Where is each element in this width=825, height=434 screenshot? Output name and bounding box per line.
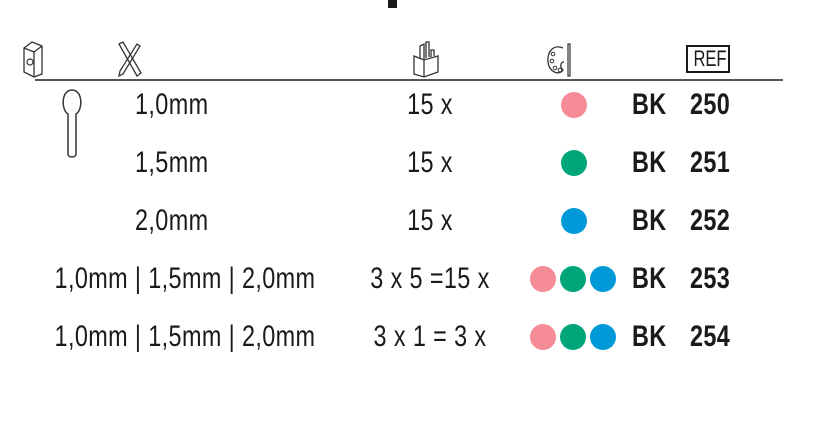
color-dot-blue: [590, 324, 616, 350]
row-size: 1,0mm: [135, 88, 209, 121]
row-quantity: 3 x 1 = 3 x: [373, 320, 487, 353]
row-quantity: 15 x: [407, 204, 453, 237]
spoon-tip-icon: [62, 89, 82, 158]
row-ref: 252: [690, 204, 731, 237]
row-ref: 250: [690, 88, 731, 121]
header-divider: [35, 79, 783, 81]
ref-icon: REF: [686, 45, 730, 73]
row-quantity: 3 x 5 =15 x: [370, 262, 490, 295]
color-dot-pink: [530, 324, 556, 350]
row-series: BK: [632, 320, 667, 353]
color-dot-pink: [561, 92, 587, 118]
row-series: BK: [632, 88, 667, 121]
row-series: BK: [632, 146, 667, 179]
row-quantity: 15 x: [407, 88, 453, 121]
row-series: BK: [632, 204, 667, 237]
top-mark: [388, 0, 397, 8]
row-series: BK: [632, 262, 667, 295]
row-ref: 253: [690, 262, 731, 295]
pencil-holder-icon: [413, 41, 439, 78]
package-icon: [23, 41, 43, 78]
row-size: 2,0mm: [135, 204, 209, 237]
ruler-pencil-icon: [118, 41, 142, 78]
color-dot-green: [560, 266, 586, 292]
row-ref: 251: [690, 146, 731, 179]
row-ref: 254: [690, 320, 731, 353]
color-dot-blue: [590, 266, 616, 292]
row-size: 1,5mm: [135, 146, 209, 179]
color-dot-green: [561, 150, 587, 176]
row-size: 1,0mm | 1,5mm | 2,0mm: [54, 262, 316, 295]
row-size: 1,0mm | 1,5mm | 2,0mm: [54, 320, 316, 353]
palette-icon: [547, 43, 571, 77]
color-dot-blue: [561, 208, 587, 234]
row-quantity: 15 x: [407, 146, 453, 179]
color-dot-green: [560, 324, 586, 350]
ref-label: REF: [693, 46, 727, 71]
color-dot-pink: [530, 266, 556, 292]
